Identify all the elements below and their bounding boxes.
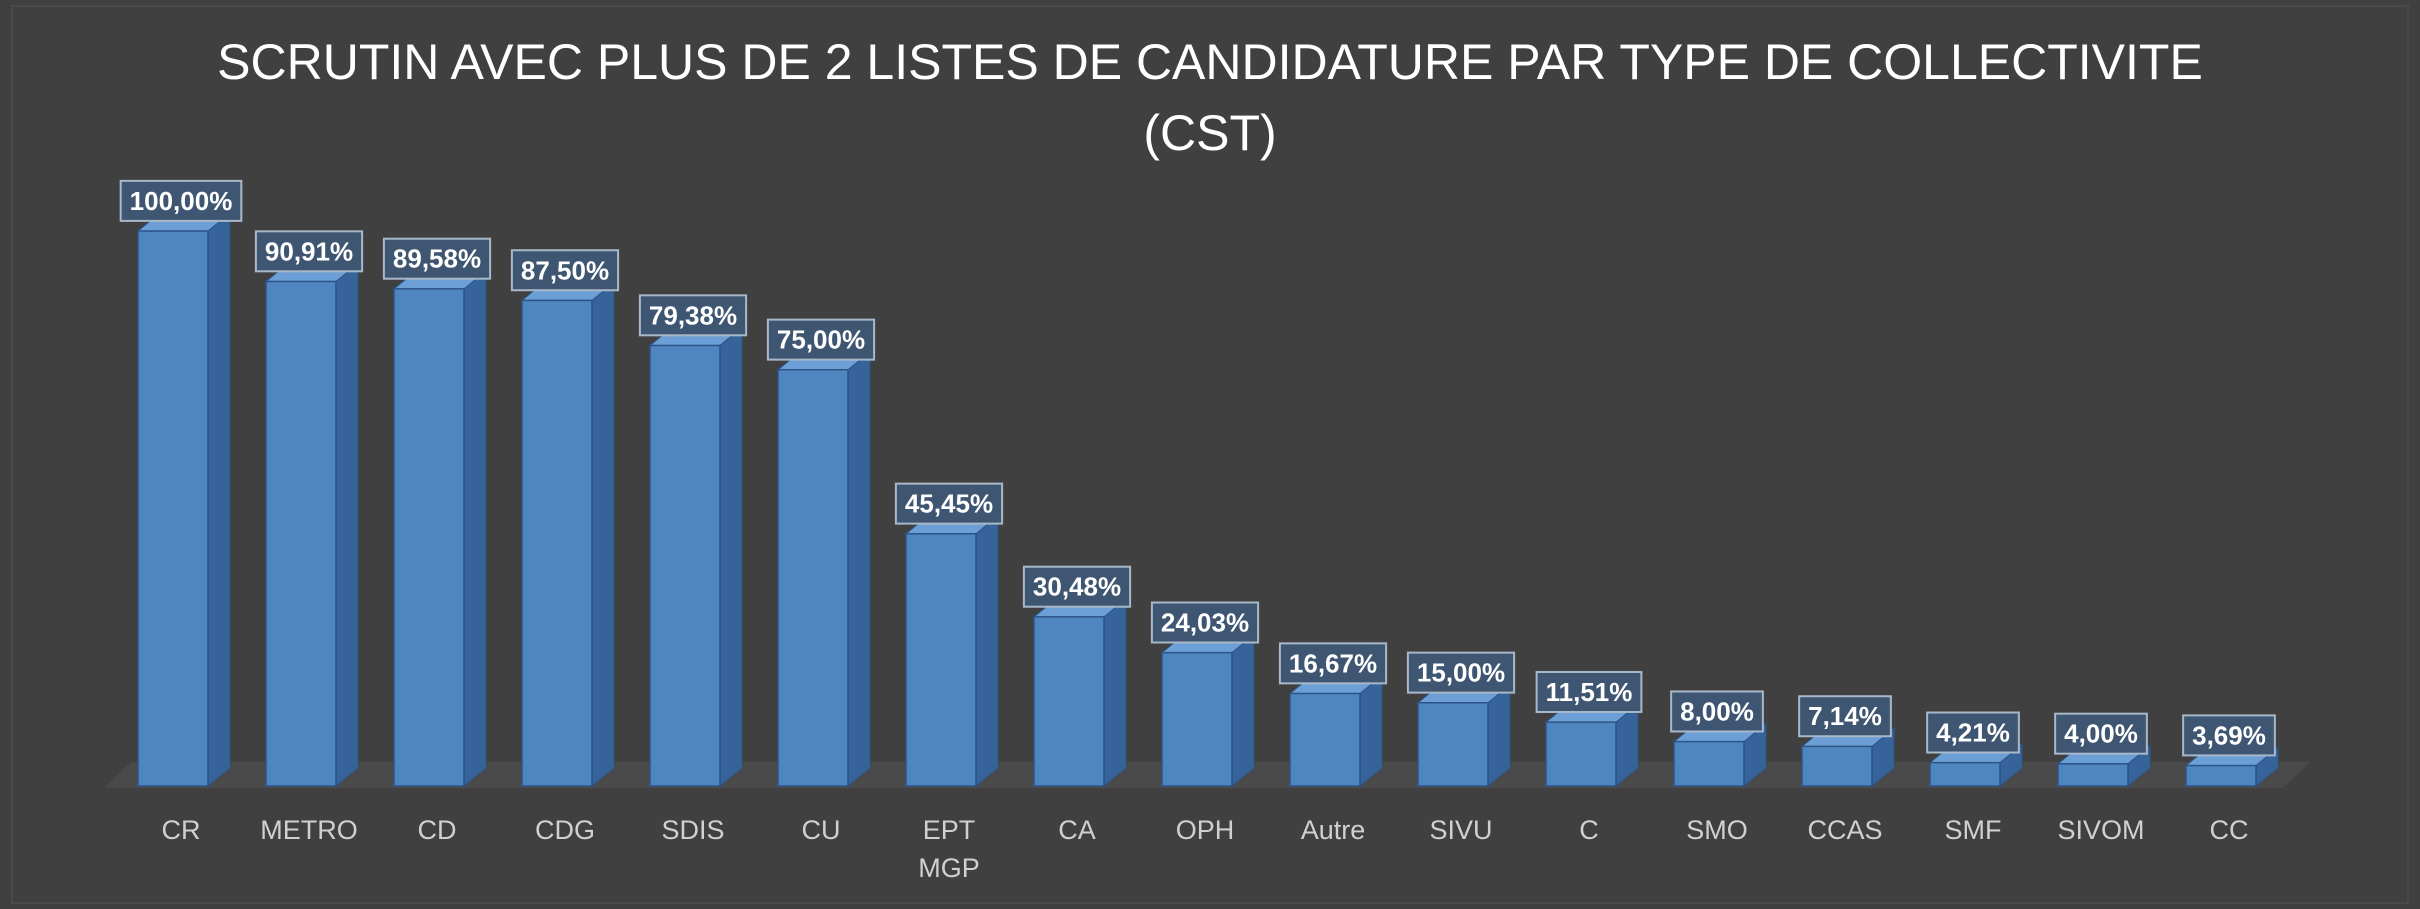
bar-side <box>463 269 487 788</box>
x-tick-label: CDG <box>535 815 595 845</box>
bar <box>137 230 209 787</box>
x-tick-label: SMO <box>1686 815 1748 845</box>
bar-side <box>591 281 615 788</box>
bar-side <box>1359 674 1383 788</box>
bar <box>2185 764 2257 787</box>
x-tick-label: Autre <box>1301 815 1366 845</box>
value-label-box <box>119 179 243 222</box>
bar <box>521 299 593 787</box>
value-label-box <box>894 482 1004 525</box>
value-label: 11,51% <box>1546 677 1633 707</box>
value-label-box <box>510 249 620 292</box>
value-label: 30,48% <box>1033 572 1121 602</box>
bar <box>1929 761 2001 787</box>
x-tick-label: CC <box>2210 815 2249 845</box>
value-label-box <box>382 237 492 280</box>
value-label-box <box>1278 642 1388 685</box>
value-label-box <box>1150 601 1260 644</box>
value-label-box <box>1670 690 1764 733</box>
bar <box>1033 616 1105 787</box>
x-tick-label: SIVOM <box>2057 815 2144 845</box>
x-tick-label: OPH <box>1176 815 1235 845</box>
chart-title: SCRUTIN AVEC PLUS DE 2 LISTES DE CANDIDA… <box>217 34 2203 90</box>
value-label: 89,58% <box>393 244 481 274</box>
bar-side <box>719 326 743 788</box>
value-label: 3,69% <box>2192 720 2266 750</box>
value-label-box <box>1535 670 1643 713</box>
bar <box>265 280 337 787</box>
x-tick-label: SMF <box>1945 815 2002 845</box>
bar <box>393 288 465 787</box>
bar <box>1545 721 1617 787</box>
value-label: 75,00% <box>777 325 865 355</box>
bar-side <box>207 211 231 788</box>
value-label: 7,14% <box>1808 701 1882 731</box>
x-tick-label: CD <box>418 815 457 845</box>
bar-side <box>1231 633 1255 788</box>
value-label-box <box>1926 711 2020 754</box>
value-label-box <box>1022 565 1132 608</box>
bar-side <box>847 350 871 788</box>
x-tick-label: CU <box>802 815 841 845</box>
value-label: 90,91% <box>265 236 353 266</box>
value-label-box <box>2182 714 2276 757</box>
value-label: 8,00% <box>1680 696 1754 726</box>
value-label-box <box>254 230 364 273</box>
bar <box>1673 740 1745 787</box>
value-label-box <box>2054 712 2148 755</box>
value-label-box <box>1798 695 1892 738</box>
value-label: 100,00% <box>130 186 233 216</box>
value-label: 4,21% <box>1936 718 2010 748</box>
value-label: 79,38% <box>649 300 737 330</box>
bar <box>1289 692 1361 787</box>
value-label-box <box>638 294 748 337</box>
x-tick-label: C <box>1579 815 1599 845</box>
x-tick-label: CA <box>1058 815 1096 845</box>
value-label: 15,00% <box>1417 658 1505 688</box>
x-tick-label: CR <box>162 815 201 845</box>
chart-subtitle: (CST) <box>1143 105 1276 161</box>
value-label: 87,50% <box>521 255 609 285</box>
x-tick-label: CCAS <box>1807 815 1882 845</box>
value-label-box <box>766 318 876 361</box>
value-label: 45,45% <box>905 489 993 519</box>
value-label: 24,03% <box>1161 608 1249 638</box>
value-label: 4,00% <box>2064 719 2138 749</box>
x-tick-label: EPT MGP <box>918 815 980 883</box>
bar-side <box>335 262 359 788</box>
bar <box>777 369 849 787</box>
x-tick-label: SDIS <box>661 815 724 845</box>
bar <box>2057 763 2129 787</box>
bar-side <box>975 514 999 788</box>
x-tick-label: SIVU <box>1429 815 1492 845</box>
bar <box>649 344 721 787</box>
bar <box>905 533 977 787</box>
bar <box>1417 702 1489 787</box>
bar-side <box>1103 597 1127 788</box>
bar <box>1801 745 1873 787</box>
bar <box>1161 651 1233 787</box>
x-tick-label: METRO <box>260 815 358 845</box>
value-label: 16,67% <box>1289 648 1377 678</box>
value-label-box <box>1406 651 1516 694</box>
